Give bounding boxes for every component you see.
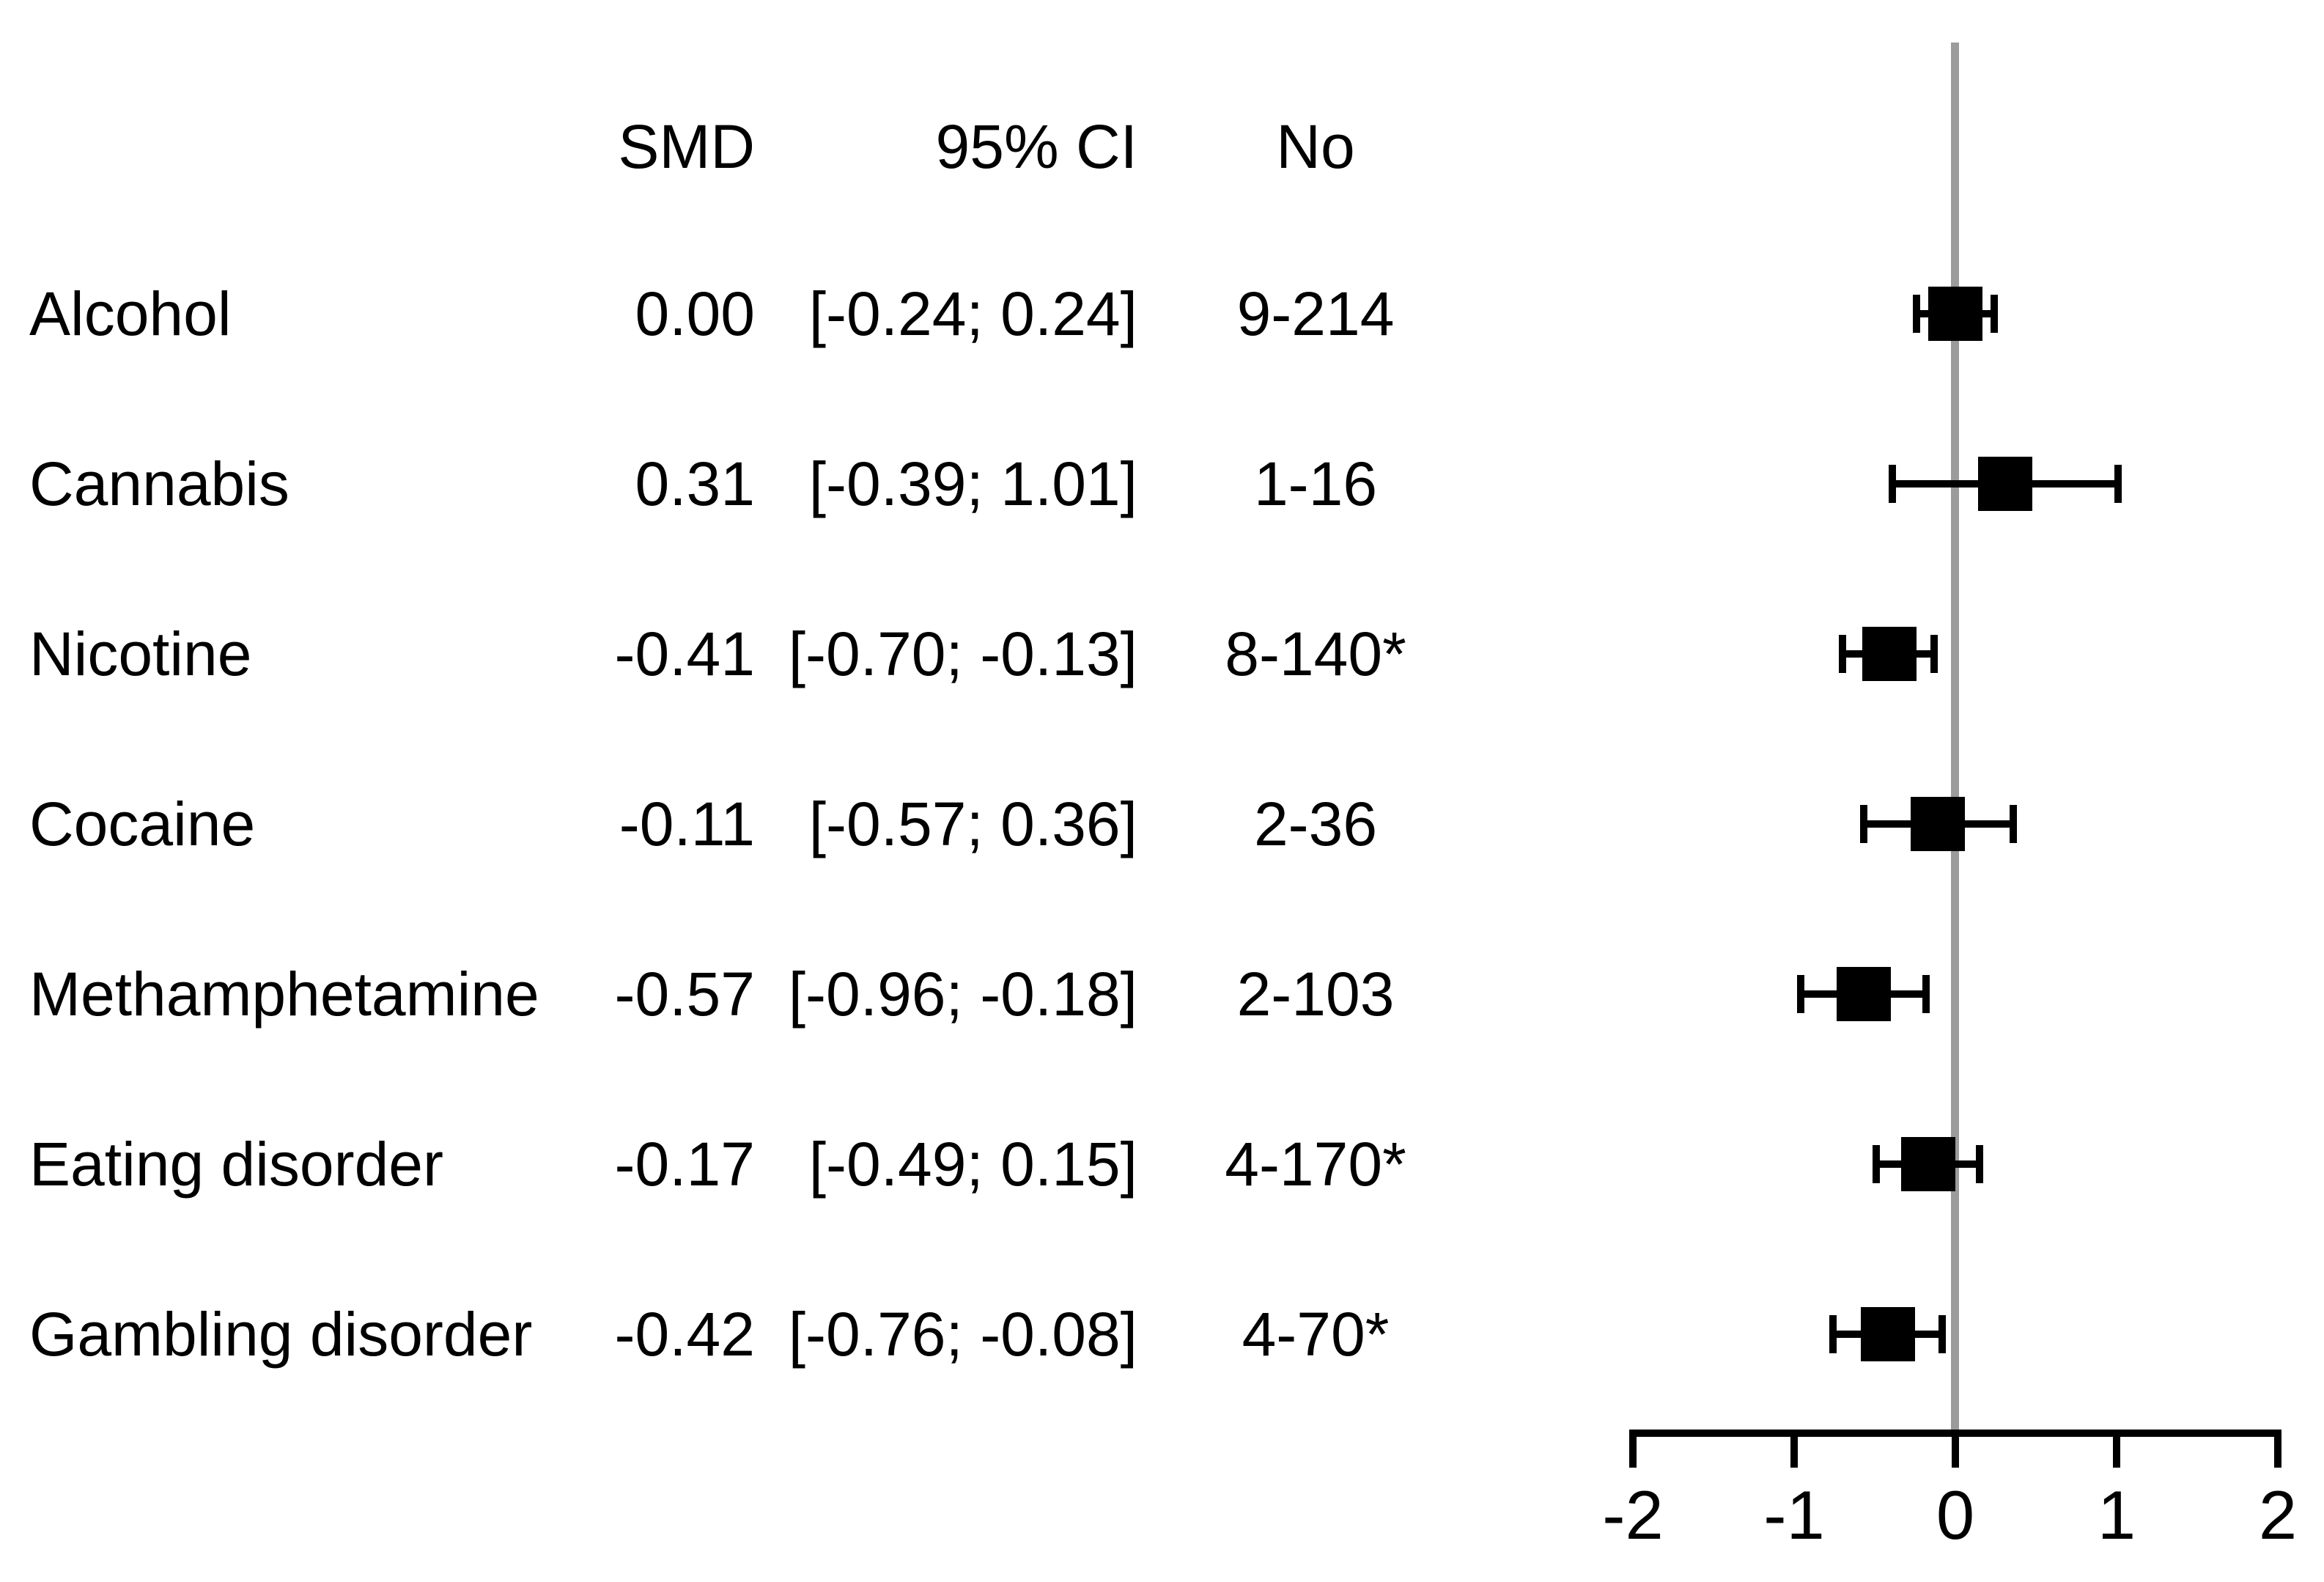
no-value: 2-36 <box>1253 790 1378 858</box>
ci-cap-left <box>1829 1315 1837 1353</box>
ci-cap-right <box>2114 465 2122 503</box>
x-axis-tick <box>1629 1430 1637 1468</box>
effect-square <box>1900 1137 1955 1191</box>
row-label: Gambling disorder <box>29 1300 533 1369</box>
x-axis-tick <box>2113 1430 2120 1468</box>
ci-cap-right <box>1930 635 1938 673</box>
row-label: Methamphetamine <box>29 960 539 1029</box>
ci-cap-left <box>1796 975 1804 1013</box>
column-header-smd: SMD <box>618 112 755 181</box>
effect-square <box>1928 287 1982 341</box>
smd-value: -0.11 <box>619 790 755 858</box>
x-axis-tick-label: 0 <box>1936 1476 1975 1553</box>
x-axis-tick-label: -2 <box>1602 1476 1664 1553</box>
ci-cap-left <box>1913 295 1921 333</box>
no-value: 1-16 <box>1253 449 1378 518</box>
no-value: 2-103 <box>1236 960 1395 1029</box>
x-axis-tick-label: -1 <box>1763 1476 1825 1553</box>
ci-value: [-0.39; 1.01] <box>808 449 1137 518</box>
ci-value: [-0.57; 0.36] <box>808 790 1137 858</box>
row-label: Alcohol <box>29 279 232 348</box>
row-label: Cocaine <box>29 790 256 858</box>
no-value: 9-214 <box>1236 279 1395 348</box>
smd-value: -0.41 <box>614 619 755 688</box>
row-label: Nicotine <box>29 619 252 688</box>
ci-cap-right <box>1976 1145 1983 1183</box>
smd-value: 0.00 <box>635 279 756 348</box>
effect-square <box>1862 627 1917 681</box>
ci-cap-right <box>1938 1315 1947 1353</box>
effect-square <box>1860 1307 1915 1361</box>
row-label: Eating disorder <box>29 1130 443 1199</box>
smd-value: 0.31 <box>635 449 756 518</box>
effect-square <box>1910 797 1965 851</box>
ci-cap-left <box>1839 635 1846 673</box>
effect-square <box>1978 457 2033 511</box>
x-axis-tick <box>1790 1430 1798 1468</box>
ci-cap-left <box>1859 805 1867 843</box>
ci-value: [-0.96; -0.18] <box>788 960 1137 1029</box>
x-axis-tick <box>1952 1430 1959 1468</box>
ci-value: [-0.70; -0.13] <box>788 619 1137 688</box>
ci-value: [-0.76; -0.08] <box>788 1300 1137 1369</box>
x-axis-tick-label: 2 <box>2258 1476 2298 1553</box>
no-value: 4-170* <box>1225 1130 1406 1199</box>
zero-reference-line <box>1951 43 1959 1430</box>
smd-value: -0.57 <box>614 960 755 1029</box>
no-value: 8-140* <box>1225 619 1406 688</box>
row-label: Cannabis <box>29 449 289 518</box>
ci-value: [-0.49; 0.15] <box>808 1130 1137 1199</box>
no-value: 4-70* <box>1242 1300 1390 1369</box>
ci-value: [-0.24; 0.24] <box>808 279 1137 348</box>
smd-value: -0.42 <box>614 1300 755 1369</box>
column-header-ci: 95% CI <box>935 112 1137 181</box>
effect-square <box>1836 967 1891 1021</box>
ci-cap-right <box>1990 295 1998 333</box>
column-header-no: No <box>1276 112 1355 181</box>
x-axis-tick <box>2274 1430 2281 1468</box>
ci-cap-right <box>1922 975 1930 1013</box>
ci-cap-right <box>2010 805 2018 843</box>
ci-cap-left <box>1873 1145 1881 1183</box>
x-axis-tick-label: 1 <box>2097 1476 2136 1553</box>
ci-cap-left <box>1889 465 1897 503</box>
smd-value: -0.17 <box>614 1130 755 1199</box>
